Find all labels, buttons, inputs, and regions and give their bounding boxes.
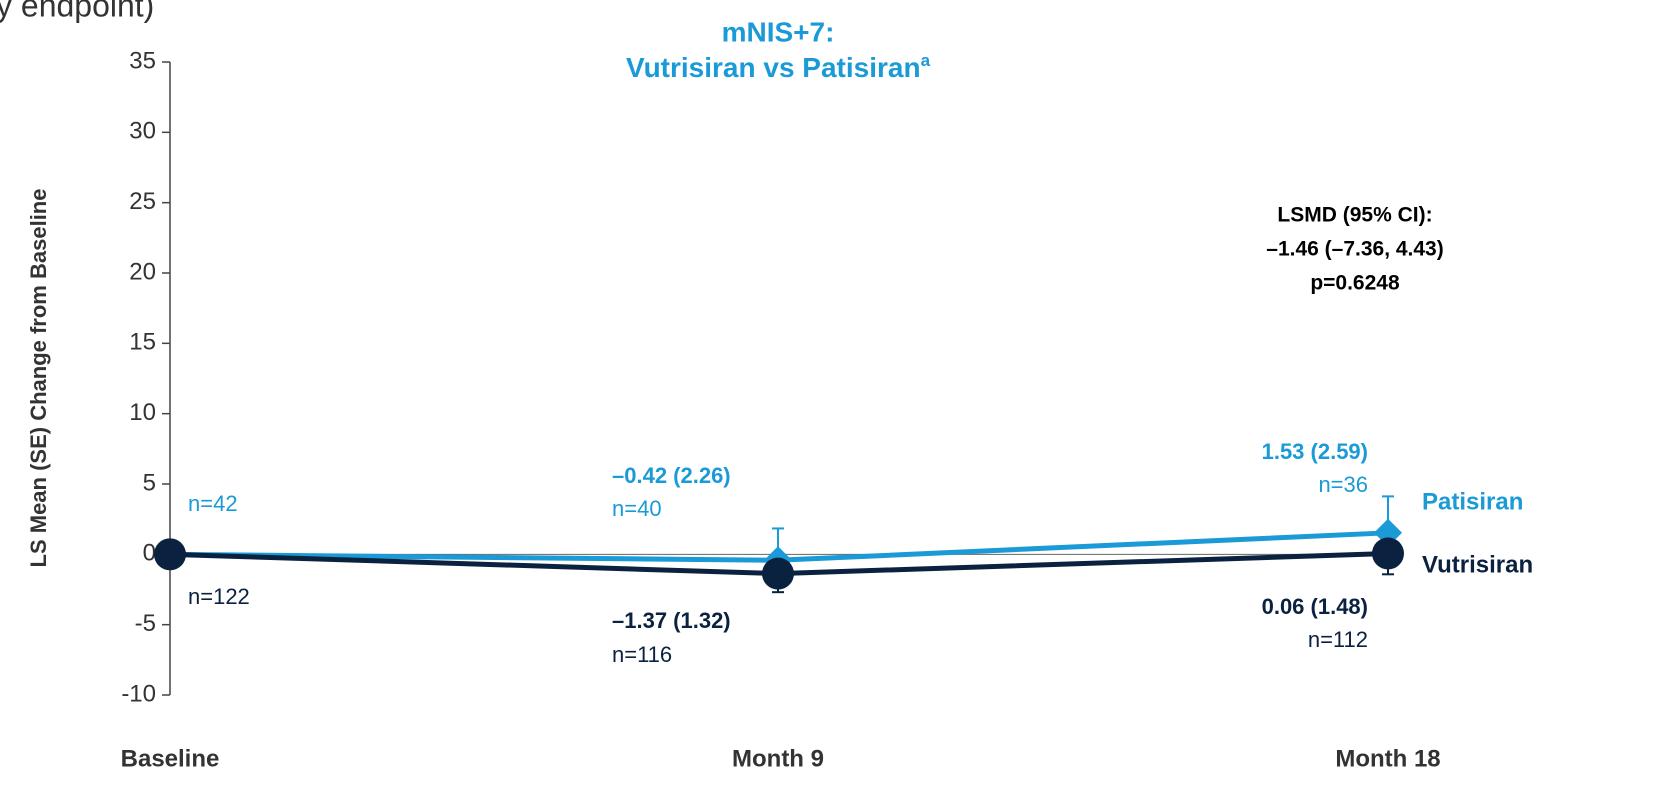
legend-label: Patisiran xyxy=(1422,488,1523,515)
x-tick-label: Baseline xyxy=(121,745,220,772)
annotation: LSMD (95% CI): xyxy=(1277,204,1432,227)
marker xyxy=(1372,537,1404,570)
annotation: p=0.6248 xyxy=(1310,272,1400,295)
chart-title: mNIS+7: xyxy=(722,16,835,47)
n-label: n=112 xyxy=(1308,627,1368,652)
n-label: n=122 xyxy=(188,584,250,609)
y-tick-label: 0 xyxy=(143,540,156,567)
value-label: –0.42 (2.26) xyxy=(612,463,731,488)
y-tick-label: 5 xyxy=(143,469,156,496)
n-label: n=40 xyxy=(612,496,662,521)
annotation: –1.46 (–7.36, 4.43) xyxy=(1266,238,1443,261)
marker xyxy=(154,538,186,571)
x-tick-label: Month 18 xyxy=(1335,745,1440,772)
x-tick-label: Month 9 xyxy=(732,745,824,772)
corner-text: y endpoint) xyxy=(0,0,154,23)
marker xyxy=(762,557,794,590)
y-tick-label: 25 xyxy=(129,188,156,215)
y-tick-label: 30 xyxy=(129,118,156,145)
value-label: 1.53 (2.59) xyxy=(1262,439,1368,464)
title-superscript: a xyxy=(921,51,931,70)
y-tick-label: 35 xyxy=(129,47,156,74)
n-label: n=116 xyxy=(612,642,672,667)
legend-label: Vutrisiran xyxy=(1422,551,1533,578)
y-tick-label: -5 xyxy=(135,610,156,637)
y-tick-label: -10 xyxy=(121,680,156,707)
y-tick-label: 20 xyxy=(129,258,156,285)
value-label: 0.06 (1.48) xyxy=(1262,594,1368,619)
y-tick-label: 15 xyxy=(129,329,156,356)
chart-title: Vutrisiran vs Patisiran xyxy=(626,52,921,83)
n-label: n=42 xyxy=(188,491,238,516)
y-tick-label: 10 xyxy=(129,399,156,426)
chart-title: Vutrisiran vs Patisirana xyxy=(626,51,931,83)
y-axis-label: LS Mean (SE) Change from Baseline xyxy=(26,189,51,568)
n-label: n=36 xyxy=(1318,472,1368,497)
value-label: –1.37 (1.32) xyxy=(612,608,731,633)
